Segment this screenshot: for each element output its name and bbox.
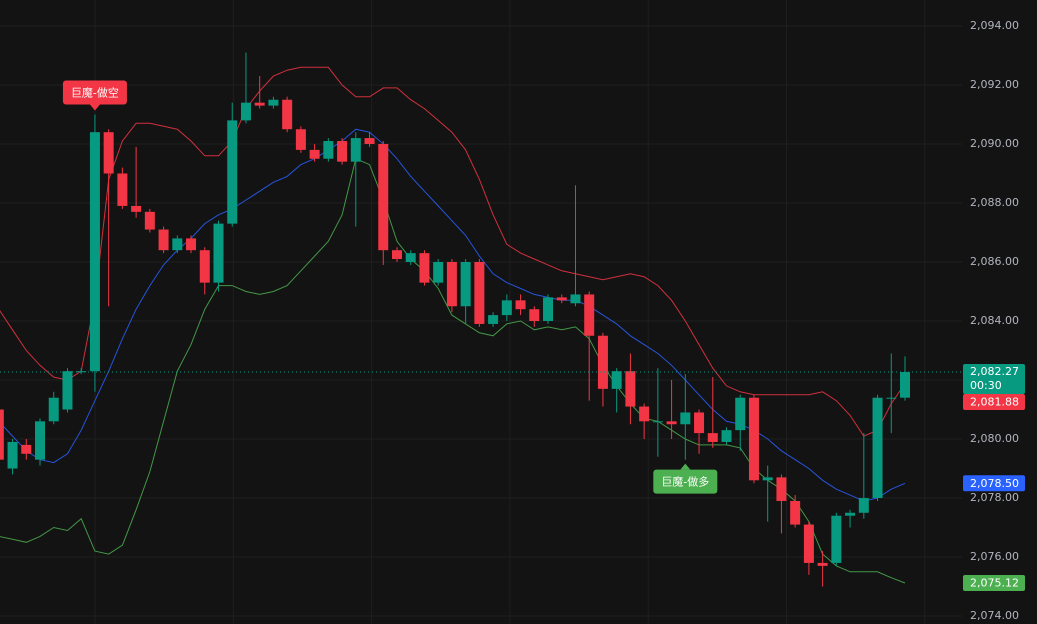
candle-body [391, 250, 402, 260]
last-price-label: 2,082.27 [970, 365, 1019, 378]
candle-body [666, 421, 677, 425]
candle-body [62, 371, 73, 410]
band-price-tag [963, 475, 1025, 492]
candle-body [213, 223, 224, 283]
candle-body [639, 406, 650, 422]
y-tick-label: 2,094.00 [970, 19, 1019, 32]
candle-body [597, 335, 608, 389]
candle-body [543, 297, 554, 321]
band-price-label: 2,081.88 [970, 396, 1019, 409]
candle-body [227, 120, 238, 224]
y-tick-label: 2,090.00 [970, 137, 1019, 150]
annotation-tail [89, 104, 100, 111]
candle-body [117, 173, 128, 206]
band-price-label: 2,078.50 [970, 477, 1019, 490]
candle-body [652, 421, 663, 423]
candle-body [900, 372, 910, 398]
candle-body [570, 294, 581, 304]
candle-body [364, 138, 375, 144]
band-price-tag [963, 574, 1025, 591]
candle-body [446, 261, 457, 307]
candle-body [886, 397, 897, 399]
candle-body [378, 143, 389, 251]
candle-body [323, 141, 334, 159]
countdown-label: 00:30 [970, 379, 1002, 392]
candle-body [529, 309, 540, 321]
candle-body [158, 229, 169, 251]
candle-body [172, 238, 183, 251]
candle-body [488, 315, 499, 324]
candle-body [776, 477, 787, 501]
signal-annotation: 巨魔-做空 [62, 80, 127, 111]
candle-body [790, 500, 801, 525]
candle-body [0, 409, 4, 460]
y-tick-label: 2,080.00 [970, 432, 1019, 445]
y-tick-label: 2,078.00 [970, 491, 1019, 504]
candle-body [103, 132, 114, 174]
y-tick-label: 2,092.00 [970, 78, 1019, 91]
candle-body [556, 297, 567, 301]
candle-body [76, 371, 87, 373]
candle-body [460, 261, 471, 307]
candle-body [21, 444, 32, 454]
annotation-box [62, 80, 127, 105]
last-price-tag [963, 364, 1025, 395]
candle-body [817, 562, 828, 566]
candle-body [131, 205, 142, 212]
candle-body [254, 102, 265, 106]
candle-body [845, 512, 856, 516]
y-tick-label: 2,076.00 [970, 550, 1019, 563]
candle-body [803, 524, 814, 563]
candle-body [748, 397, 759, 481]
candle-body [433, 261, 444, 283]
candle-body [199, 250, 210, 283]
candle-body [282, 99, 293, 130]
y-tick-label: 2,088.00 [970, 196, 1019, 209]
candle-body [405, 253, 416, 262]
annotation-text: 巨魔-做多 [661, 475, 709, 489]
candle-body [762, 477, 773, 481]
y-tick-label: 2,084.00 [970, 314, 1019, 327]
band-price-label: 2,075.12 [970, 576, 1019, 589]
candle-body [186, 238, 197, 251]
candle-body [831, 515, 842, 563]
candle-body [35, 421, 46, 460]
candle-body [501, 300, 512, 316]
candle-body [89, 132, 100, 372]
candle-body [515, 300, 526, 310]
y-tick-label: 2,086.00 [970, 255, 1019, 268]
candle-body [735, 397, 746, 431]
candle-body [721, 430, 732, 442]
candle-body [240, 102, 251, 121]
candle-body [268, 99, 279, 106]
candle-body [858, 498, 869, 513]
candle-body [584, 294, 595, 336]
candle-body [474, 261, 485, 324]
annotation-tail [680, 463, 691, 470]
candle-body [680, 412, 691, 425]
candle-body [295, 129, 306, 150]
candle-body [7, 441, 18, 469]
annotation-box [653, 469, 718, 494]
candle-body [872, 397, 883, 499]
candle-body [144, 211, 155, 230]
candle-body [707, 433, 718, 442]
candle-body [694, 412, 705, 434]
candle-body [337, 141, 348, 162]
candle-body [309, 149, 320, 159]
candle-body [350, 138, 361, 162]
signal-annotation: 巨魔-做多 [653, 463, 718, 494]
y-tick-label: 2,074.00 [970, 609, 1019, 622]
annotation-text: 巨魔-做空 [71, 85, 119, 99]
candle-body [625, 371, 636, 407]
candle-body [48, 397, 59, 422]
candle-body [419, 253, 430, 283]
band-price-tag [963, 394, 1025, 411]
candle-body [611, 371, 622, 389]
